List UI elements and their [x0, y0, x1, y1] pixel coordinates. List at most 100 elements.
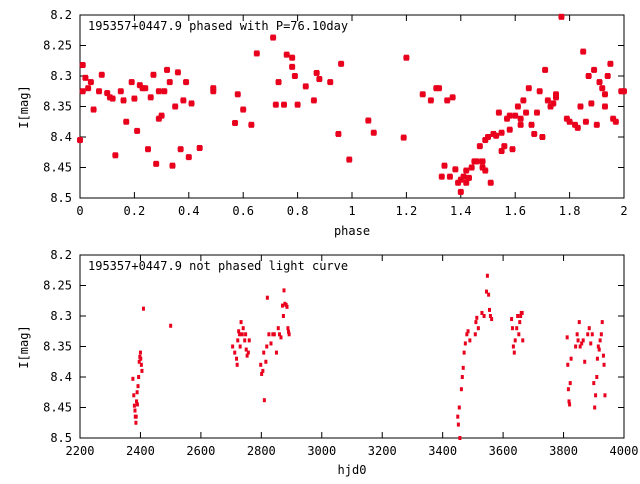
data-point-shadow [275, 80, 282, 85]
data-point [137, 375, 141, 379]
x-tick-label: 2600 [186, 444, 215, 458]
phased-light-curve-chart: 195357+0447.9 phased with P=76.10day pha… [17, 8, 628, 238]
data-point [521, 338, 525, 343]
data-point [456, 422, 460, 427]
y-tick-label: 8.5 [50, 431, 72, 445]
data-point-shadow [210, 86, 217, 91]
x-tick-label: 3800 [549, 444, 578, 458]
data-point-shadow [596, 80, 603, 85]
data-point-shadow [346, 157, 353, 162]
data-point [487, 292, 491, 297]
data-point-shadow [136, 83, 143, 88]
y-tick-label: 8.2 [50, 8, 72, 22]
y-tick-label: 8.4 [50, 130, 72, 144]
data-point-shadow [444, 98, 451, 103]
data-point-shadow [96, 89, 103, 94]
data-point [519, 314, 523, 318]
data-point [480, 310, 484, 315]
chart-title: 195357+0447.9 not phased light curve [88, 259, 348, 273]
data-point-shadow [593, 122, 600, 127]
data-point [132, 403, 136, 408]
data-point-shadow [553, 92, 559, 97]
chart-title: 195357+0447.9 phased with P=76.10day [88, 19, 348, 33]
data-point [280, 303, 284, 308]
data-point [586, 332, 590, 337]
data-point [271, 332, 275, 337]
data-point-shadow [98, 72, 105, 77]
data-point [594, 393, 598, 398]
data-point [574, 344, 578, 349]
data-point [134, 420, 138, 425]
data-point-shadow [479, 159, 486, 164]
data-point [286, 326, 290, 331]
data-point-shadow [460, 174, 467, 179]
data-point-shadow [104, 91, 111, 96]
data-point-shadow [419, 92, 426, 97]
y-tick-label: 8.2 [50, 248, 72, 262]
data-point [279, 335, 283, 340]
data-point-shadow [577, 104, 584, 109]
data-point [510, 317, 514, 322]
data-point-shadow [85, 86, 92, 91]
data-point-shadow [232, 120, 239, 125]
data-point [473, 332, 477, 337]
data-point [259, 362, 263, 367]
data-point [577, 320, 581, 325]
data-point [456, 414, 460, 419]
data-point-shadow [509, 147, 516, 152]
data-point [140, 368, 144, 373]
data-point [237, 329, 241, 334]
data-point-shadow [327, 80, 334, 85]
y-tick-label: 8.5 [50, 191, 72, 205]
axis-ticks: 0 0.2 0.4 0.6 0.8 1 1.2 1.4 1.6 1.8 2 8.2 8.25 8.3 8.3… [43, 8, 628, 218]
y-tick-label: 8.35 [43, 340, 72, 354]
data-point [462, 350, 466, 355]
data-point [169, 323, 173, 328]
data-point-shadow [180, 98, 187, 103]
data-point-shadow [134, 128, 141, 133]
data-point-shadow [441, 163, 448, 168]
data-point [243, 338, 247, 343]
x-tick-label: 1.2 [396, 204, 418, 218]
x-tick-label: 1.8 [559, 204, 581, 218]
data-point-shadow [601, 92, 608, 97]
data-point-shadow [87, 80, 94, 85]
x-axis-label: phase [334, 224, 370, 238]
data-point [281, 314, 285, 318]
data-point-shadow [172, 104, 179, 109]
data-point [460, 375, 464, 379]
data-point-shadow [580, 49, 587, 54]
data-point [141, 306, 145, 311]
data-point-shadow [457, 189, 464, 194]
data-point-shadow [449, 95, 456, 100]
data-point-shadow [188, 101, 195, 106]
data-point [265, 295, 269, 300]
data-point-shadow [294, 102, 301, 107]
data-point [474, 320, 478, 325]
data-point [235, 362, 239, 367]
data-point [599, 332, 603, 337]
data-point [287, 332, 291, 337]
data-point [583, 359, 587, 364]
data-point-shadow [610, 116, 617, 121]
data-point-shadow [563, 116, 570, 121]
data-point-shadow [82, 75, 89, 80]
data-point [463, 341, 467, 346]
data-point [276, 326, 280, 331]
data-point-shadow [463, 168, 470, 173]
data-point [603, 393, 607, 398]
data-point-shadow [370, 130, 377, 135]
data-point-shadow [528, 122, 535, 127]
data-point [277, 332, 281, 337]
data-point [600, 320, 604, 325]
data-point [135, 402, 139, 407]
data-point [272, 332, 276, 337]
y-tick-label: 8.35 [43, 100, 72, 114]
data-point-shadow [601, 104, 608, 109]
data-point-shadow [310, 98, 317, 103]
data-point-shadow [313, 70, 320, 75]
data-point-shadow [123, 119, 130, 124]
data-point [484, 289, 488, 294]
data-point-shadow [289, 55, 296, 60]
